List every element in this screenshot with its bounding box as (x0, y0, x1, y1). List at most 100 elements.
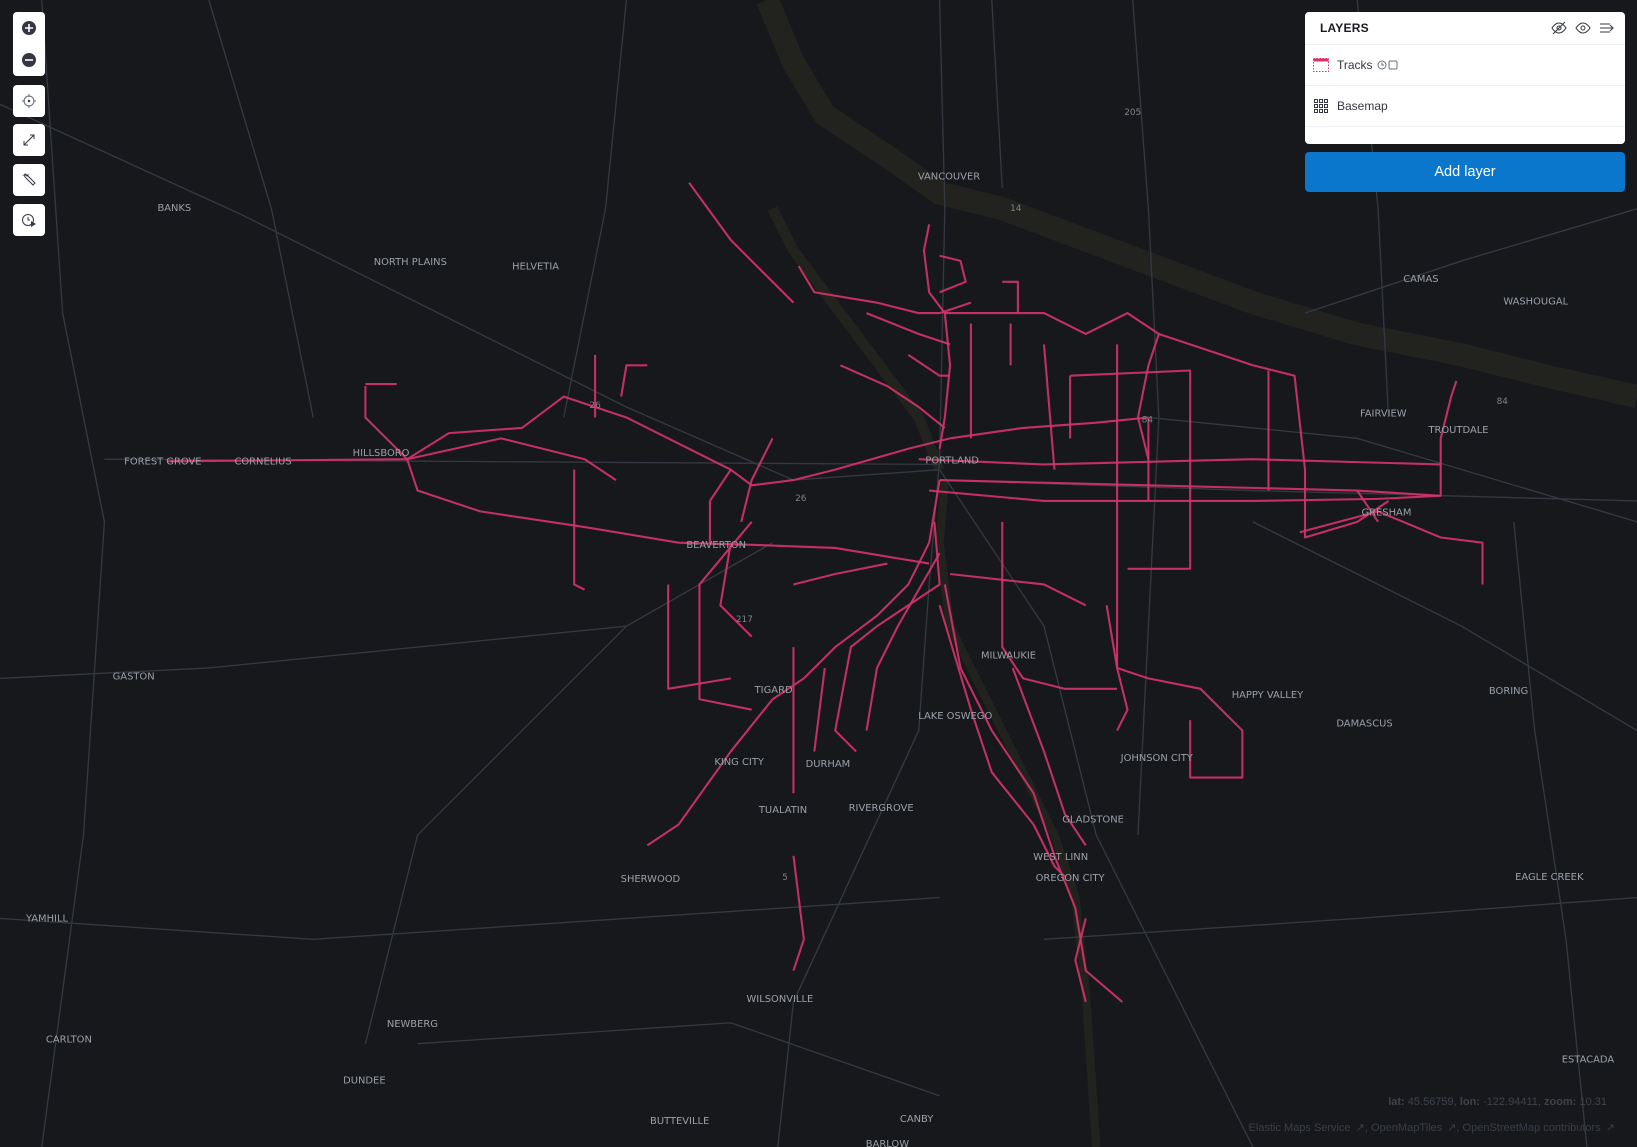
road (1252, 521, 1637, 732)
place-label: HAPPY VALLEY (1232, 690, 1304, 701)
track-line (573, 469, 586, 591)
road (417, 1022, 940, 1097)
track-line (406, 395, 951, 487)
show-all-icon[interactable] (1575, 20, 1591, 36)
road (939, 469, 1254, 1147)
highway-shield: 14 (1010, 204, 1022, 214)
place-label: OREGON CITY (1036, 873, 1106, 884)
tools-button[interactable] (13, 164, 45, 196)
track-line (1299, 510, 1484, 585)
road (563, 0, 628, 418)
attribution-link[interactable]: Elastic Maps Service (1248, 1122, 1351, 1134)
lat-label: lat: (1388, 1096, 1405, 1108)
road (0, 625, 627, 680)
clock-icon (1377, 60, 1398, 70)
place-label: TIGARD (754, 685, 793, 696)
track-line (708, 469, 732, 543)
track-line (939, 254, 967, 294)
layer-item-tracks[interactable]: Tracks (1305, 45, 1625, 86)
place-label: NORTH PLAINS (374, 257, 447, 268)
zoom-controls (13, 12, 45, 76)
set-view-button[interactable] (13, 85, 45, 117)
track-line (939, 479, 1441, 497)
layers-panel: LAYERS Tracks Basemap (1305, 12, 1625, 144)
track-line (1378, 380, 1458, 500)
track-line (740, 437, 774, 523)
attribution-link[interactable]: OpenMapTiles (1371, 1122, 1443, 1134)
attribution-link[interactable]: OpenStreetMap contributors (1462, 1122, 1601, 1134)
road (41, 0, 106, 1147)
place-label: KING CITY (714, 757, 765, 768)
place-label: HILLSBORO (353, 448, 410, 459)
track-line (167, 458, 408, 463)
river (756, 0, 1637, 408)
track-line (620, 364, 648, 397)
place-label: BANKS (157, 203, 191, 214)
attribution: Elastic Maps Service ↗, OpenMapTiles ↗, … (1248, 1122, 1615, 1134)
track-line (364, 386, 408, 460)
track-line (907, 353, 951, 377)
rivers (756, 0, 1637, 1147)
highway-shields: 205 14 84 26 26 217 5 84 (589, 108, 1508, 883)
highway-shield: 84 (1142, 416, 1154, 426)
place-label: LAKE OSWEGO (918, 711, 992, 722)
track-line (1105, 605, 1119, 669)
lon-value: -122.94411 (1483, 1096, 1538, 1108)
collapse-panel-icon[interactable] (1599, 20, 1615, 36)
place-label: PORTLAND (925, 455, 979, 466)
track-line (792, 855, 805, 971)
track-line (688, 182, 795, 304)
place-label: DUNDEE (343, 1075, 385, 1086)
road (364, 542, 773, 1044)
highway-shield: 217 (736, 615, 753, 625)
place-label: GLADSTONE (1062, 814, 1124, 825)
track-line (949, 572, 1087, 607)
place-label: WEST LINN (1033, 852, 1088, 863)
road (0, 103, 940, 481)
place-label: WILSONVILLE (746, 994, 813, 1005)
track-line (918, 458, 1441, 466)
place-label: WASHOUGAL (1503, 297, 1568, 308)
road (1043, 896, 1637, 940)
place-label: GRESHAM (1361, 508, 1411, 519)
place-label: TUALATIN (758, 805, 807, 816)
place-label: FAIRVIEW (1360, 408, 1407, 419)
track-line (1001, 521, 1118, 690)
zoom-label: zoom: (1544, 1096, 1577, 1108)
layers-title: LAYERS (1320, 21, 1369, 35)
place-label: CAMAS (1403, 274, 1438, 285)
clock-play-icon (22, 214, 36, 227)
tracks-layer (167, 182, 1484, 1003)
track-line (1158, 332, 1390, 539)
river (767, 206, 945, 472)
track-line (406, 437, 617, 481)
highway-shield: 5 (782, 873, 788, 883)
place-label: CARLTON (46, 1035, 92, 1046)
track-line (944, 312, 1160, 460)
track-line (938, 605, 1066, 878)
place-label: BEAVERTON (686, 540, 746, 551)
road (0, 896, 940, 940)
zoom-in-button[interactable] (13, 12, 45, 44)
track-line (1070, 369, 1192, 570)
fit-to-data-button[interactable] (13, 124, 45, 156)
place-labels: BANKS NORTH PLAINS HELVETIA VANCOUVER CAMAS W… (25, 172, 1614, 1147)
timeslider-button[interactable] (13, 204, 45, 236)
place-label: BARLOW (866, 1139, 909, 1147)
highway-shield: 205 (1124, 108, 1141, 118)
hide-all-icon[interactable] (1551, 20, 1567, 36)
place-label: BUTTEVILLE (650, 1116, 709, 1127)
zoom-out-button[interactable] (13, 44, 45, 76)
layer-item-basemap[interactable]: Basemap (1305, 86, 1625, 127)
place-label: BORING (1489, 686, 1528, 697)
place-label: EAGLE CREEK (1515, 872, 1584, 883)
track-line (943, 584, 1123, 1003)
road (777, 0, 946, 1147)
plus-icon (22, 21, 36, 35)
crosshair-icon (22, 94, 36, 108)
track-line (646, 479, 941, 847)
track-line (667, 584, 731, 690)
track-line (949, 416, 1149, 440)
highway-shield: 84 (1497, 397, 1509, 407)
add-layer-button[interactable]: Add layer (1305, 152, 1625, 192)
